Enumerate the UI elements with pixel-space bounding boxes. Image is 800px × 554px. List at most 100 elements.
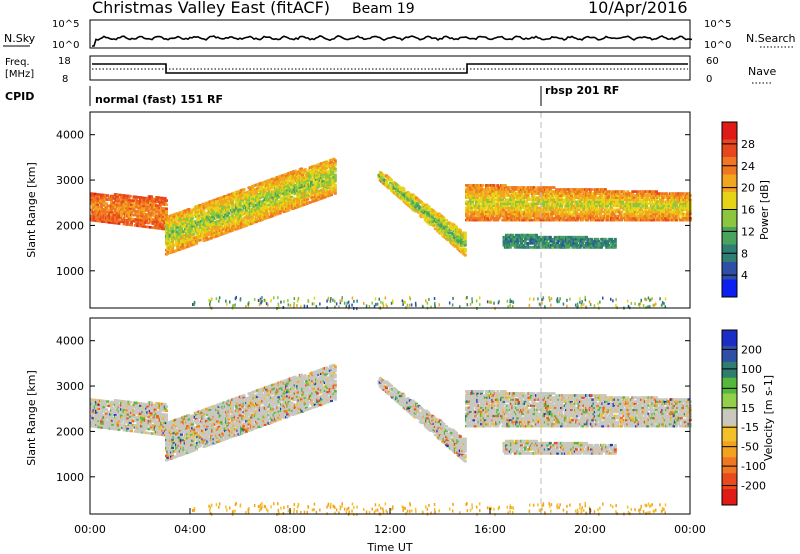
power-cell [222, 215, 226, 219]
power-cell [192, 243, 196, 246]
power-cell [181, 245, 185, 248]
power-cell [221, 226, 225, 230]
power-cell [151, 212, 155, 215]
power-cell [206, 229, 210, 233]
power-cell [305, 200, 308, 203]
power-cell [241, 200, 245, 204]
power-cell [175, 222, 178, 226]
power-cell [132, 207, 136, 211]
power-cell [280, 178, 283, 182]
power-cell [211, 201, 215, 205]
power-cell [171, 248, 175, 252]
power-cell [166, 250, 170, 253]
power-cell [255, 193, 258, 197]
power-cell [122, 216, 126, 220]
power-cell [117, 222, 121, 225]
power-cell [90, 214, 93, 218]
cpid-mode-normal: normal (fast) 151 RF [95, 93, 223, 106]
power-cell [228, 203, 232, 206]
power-cell [153, 202, 157, 205]
power-cell [333, 177, 337, 181]
power-cell [202, 202, 206, 206]
power-cell [310, 194, 313, 198]
power-cell [311, 171, 315, 175]
power-cell [242, 190, 246, 193]
power-cell [252, 219, 256, 222]
power-cell [287, 208, 291, 212]
power-cell [463, 235, 467, 239]
power-cell [225, 206, 228, 210]
power-cell [315, 170, 318, 173]
power-cell [332, 166, 336, 169]
power-cell [90, 198, 93, 201]
power-cell [156, 210, 160, 214]
power-cell [267, 189, 271, 192]
power-cell [165, 230, 168, 233]
power-cell [166, 219, 170, 223]
power-cell [237, 218, 241, 222]
power-cell [251, 199, 255, 202]
nsky-panel: N.Sky 10^5 10^0 10^5 10^0 N.Search [3, 19, 796, 51]
power-cell [303, 196, 307, 200]
power-cell [313, 174, 317, 178]
power-cell [196, 227, 200, 230]
power-cell [116, 215, 120, 219]
power-cell [257, 199, 261, 202]
power-cell [302, 182, 306, 186]
freq-label-line1: Freq. [5, 57, 30, 68]
power-cell [118, 193, 122, 197]
power-cell [141, 196, 145, 200]
power-cell [165, 213, 168, 217]
power-cell [117, 214, 121, 217]
power-cell [463, 254, 467, 257]
power-cell [223, 195, 227, 198]
power-cell [148, 226, 152, 229]
power-cell [292, 182, 296, 185]
power-cell [165, 209, 168, 213]
power-cell [306, 195, 310, 199]
power-cell [157, 196, 161, 199]
power-cell [185, 239, 188, 243]
power-cell [96, 215, 100, 219]
power-cell [156, 216, 160, 220]
power-cell [325, 176, 328, 180]
nsky-series [92, 35, 693, 47]
power-cell [258, 194, 262, 198]
power-cell [205, 214, 208, 217]
power-cell [262, 199, 266, 202]
power-cell [306, 193, 310, 197]
power-cell [215, 210, 218, 213]
power-cell [315, 166, 318, 169]
power-cell [216, 207, 220, 211]
power-cell [265, 206, 268, 210]
power-cell [250, 191, 253, 195]
power-cell [290, 175, 293, 178]
power-cell [398, 186, 402, 190]
power-cell [466, 204, 470, 208]
power-cell [116, 195, 120, 199]
power-cell [316, 173, 320, 177]
power-cell [303, 168, 307, 171]
power-cell [95, 209, 98, 212]
power-cell [176, 212, 180, 215]
power-cell [320, 192, 323, 196]
power-cell [108, 210, 112, 214]
power-cell [301, 169, 305, 172]
power-cell [96, 203, 100, 206]
power-cell [176, 216, 180, 219]
power-cell [241, 194, 245, 198]
power-cell [450, 227, 453, 231]
date-label: 10/Apr/2016 [588, 0, 688, 17]
power-cell [188, 230, 192, 233]
power-cell [317, 191, 321, 195]
power-cell [292, 196, 296, 200]
power-cell [248, 190, 252, 193]
power-cell [176, 226, 180, 229]
power-cell [201, 219, 205, 222]
power-cell [205, 203, 208, 207]
power-cell [196, 213, 200, 216]
power-cell [257, 213, 261, 216]
power-cell [321, 190, 325, 194]
power-cell [202, 208, 206, 212]
power-cell [136, 212, 140, 215]
